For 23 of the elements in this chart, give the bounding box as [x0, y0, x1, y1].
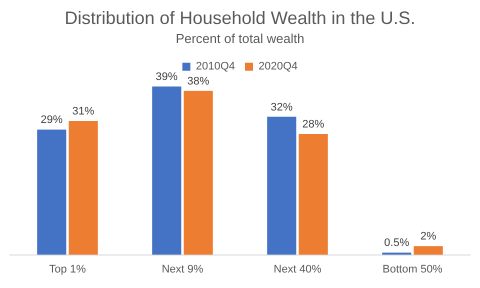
data-label: 32%	[270, 101, 293, 114]
bar	[152, 86, 182, 255]
legend-label: 2010Q4	[196, 60, 236, 73]
data-label: 29%	[40, 114, 63, 126]
data-label: 38%	[187, 75, 210, 88]
legend-label: 2020Q4	[258, 60, 298, 73]
data-label: 39%	[156, 71, 178, 84]
bar	[184, 90, 213, 255]
x-tick-label: Bottom 50%	[382, 263, 443, 276]
data-label: 2%	[420, 230, 436, 243]
x-tick-label: Next 9%	[162, 263, 204, 276]
bar	[37, 130, 66, 255]
chart-subtitle: Percent of total wealth	[176, 30, 304, 46]
bar	[298, 134, 328, 255]
bar	[267, 116, 296, 255]
chart-title: Distribution of Household Wealth in the U.S.	[64, 8, 416, 28]
x-tick-label: Next 40%	[274, 263, 322, 276]
data-label: 31%	[72, 106, 95, 118]
x-tick-label: Top 1%	[49, 263, 86, 276]
bar	[68, 121, 98, 255]
data-label: 28%	[302, 118, 325, 131]
bar	[414, 246, 443, 255]
data-label: 0.5%	[384, 237, 410, 250]
